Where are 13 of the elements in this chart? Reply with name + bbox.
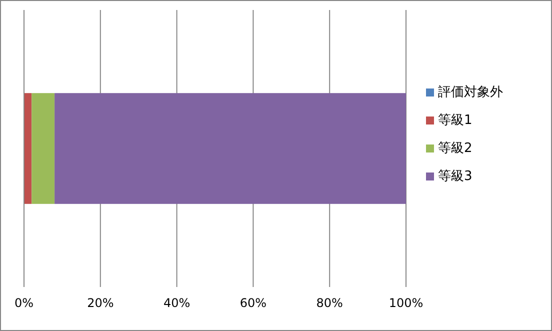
legend-label: 等級2: [438, 141, 472, 156]
x-tick-label: 40%: [163, 296, 190, 310]
x-tick-label: 60%: [240, 296, 267, 310]
x-tick-label: 0%: [14, 296, 34, 310]
x-tick-label: 20%: [87, 296, 114, 310]
legend-label: 評価対象外: [438, 84, 503, 100]
legend-label: 等級3: [438, 169, 472, 184]
x-tick-label: 80%: [316, 296, 343, 310]
bar: [32, 93, 55, 204]
bar: [54, 93, 406, 204]
bar: [24, 93, 32, 204]
legend-label: 等級1: [438, 113, 472, 128]
x-tick-label: 100%: [388, 296, 424, 310]
